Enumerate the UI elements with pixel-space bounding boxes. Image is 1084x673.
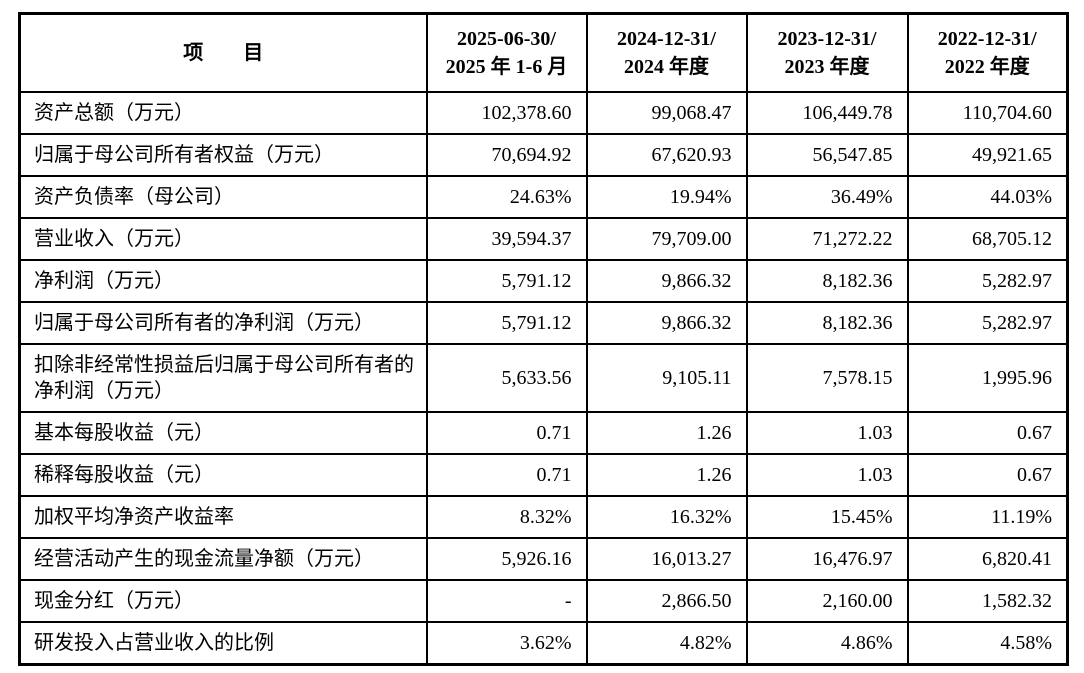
header-period-date: 2022-12-31/	[937, 28, 1037, 50]
cell-value: 99,068.47	[585, 91, 748, 135]
cell-value: 79,709.00	[585, 217, 748, 261]
header-period-2025: 2025-06-30/ 2025 年 1-6 月	[425, 12, 588, 93]
header-period-range: 2022 年度	[944, 56, 1030, 78]
cell-value: 0.67	[906, 411, 1069, 455]
row-label: 基本每股收益（元）	[18, 411, 428, 455]
table-row: 扣除非经常性损益后归属于母公司所有者的净利润（万元） 5,633.56 9,105.…	[18, 343, 1069, 413]
table-row: 营业收入（万元） 39,594.37 79,709.00 71,272.22 68,70…	[18, 217, 1069, 261]
table-row: 净利润（万元） 5,791.12 9,866.32 8,182.36 5,282.97	[18, 259, 1069, 303]
cell-value: 5,791.12	[425, 301, 588, 345]
row-label: 资产负债率（母公司）	[18, 175, 428, 219]
table-row: 资产总额（万元） 102,378.60 99,068.47 106,449.78 110…	[18, 91, 1069, 135]
header-period-range: 2024 年度	[624, 56, 709, 78]
cell-value: 8,182.36	[745, 259, 909, 303]
row-label: 研发投入占营业收入的比例	[18, 621, 428, 666]
cell-value: 68,705.12	[906, 217, 1069, 261]
cell-value: 5,633.56	[425, 343, 588, 413]
cell-value: 11.19%	[906, 495, 1069, 539]
cell-value: 1.26	[585, 411, 748, 455]
header-period-date: 2025-06-30/	[457, 28, 556, 50]
cell-value: 19.94%	[585, 175, 748, 219]
cell-value: 2,160.00	[745, 579, 909, 623]
table-body: 资产总额（万元） 102,378.60 99,068.47 106,449.78 110…	[18, 91, 1069, 666]
cell-value: 2,866.50	[585, 579, 748, 623]
cell-value: 1,995.96	[906, 343, 1069, 413]
cell-value: 9,105.11	[585, 343, 748, 413]
table-row: 加权平均净资产收益率 8.32% 16.32% 15.45% 11.19%	[18, 495, 1069, 539]
cell-value: 9,866.32	[585, 259, 748, 303]
table-row: 归属于母公司所有者权益（万元） 70,694.92 67,620.93 56,547.…	[18, 133, 1069, 177]
cell-value: 1.03	[745, 411, 909, 455]
cell-value: -	[425, 579, 588, 623]
cell-value: 56,547.85	[745, 133, 909, 177]
row-label: 营业收入（万元）	[18, 217, 428, 261]
cell-value: 0.67	[906, 453, 1069, 497]
cell-value: 4.86%	[745, 621, 909, 666]
cell-value: 49,921.65	[906, 133, 1069, 177]
cell-value: 39,594.37	[425, 217, 588, 261]
cell-value: 36.49%	[745, 175, 909, 219]
table-row: 现金分红（万元） -2,866.50 2,160.00 1,582.32	[18, 579, 1069, 623]
table-row: 稀释每股收益（元） 0.71 1.26 1.03 0.67	[18, 453, 1069, 497]
row-label: 稀释每股收益（元）	[18, 453, 428, 497]
cell-value: 5,282.97	[906, 259, 1069, 303]
header-item-label: 项 目	[18, 12, 428, 93]
header-period-range: 2023 年度	[784, 56, 870, 78]
header-period-range: 2025 年 1-6 月	[445, 56, 568, 78]
row-label: 净利润（万元）	[18, 259, 428, 303]
table-row: 基本每股收益（元） 0.71 1.26 1.03 0.67	[18, 411, 1069, 455]
cell-value: 3.62%	[425, 621, 588, 666]
header-period-2023: 2023-12-31/ 2023 年度	[745, 12, 909, 93]
cell-value: 15.45%	[745, 495, 909, 539]
table-row: 资产负债率（母公司） 24.63% 19.94% 36.49% 44.03%	[18, 175, 1069, 219]
header-period-date: 2023-12-31/	[777, 28, 877, 50]
cell-value: 16,013.27	[585, 537, 748, 581]
cell-value: 5,791.12	[425, 259, 588, 303]
row-label: 归属于母公司所有者权益（万元）	[18, 133, 428, 177]
cell-value: 4.58%	[906, 621, 1069, 666]
cell-value: 4.82%	[585, 621, 748, 666]
cell-value: 6,820.41	[906, 537, 1069, 581]
table-header-row: 项 目 2025-06-30/ 2025 年 1-6 月 2024-12-31/…	[18, 12, 1069, 93]
cell-value: 106,449.78	[745, 91, 909, 135]
row-label: 现金分红（万元）	[18, 579, 428, 623]
cell-value: 1.26	[585, 453, 748, 497]
cell-value: 7,578.15	[745, 343, 909, 413]
cell-value: 5,926.16	[425, 537, 588, 581]
cell-value: 16.32%	[585, 495, 748, 539]
cell-value: 8,182.36	[745, 301, 909, 345]
cell-value: 0.71	[425, 453, 588, 497]
cell-value: 16,476.97	[745, 537, 909, 581]
row-label: 加权平均净资产收益率	[18, 495, 428, 539]
cell-value: 0.71	[425, 411, 588, 455]
cell-value: 1.03	[745, 453, 909, 497]
row-label: 扣除非经常性损益后归属于母公司所有者的净利润（万元）	[18, 343, 428, 413]
cell-value: 9,866.32	[585, 301, 748, 345]
financial-summary-table: 项 目 2025-06-30/ 2025 年 1-6 月 2024-12-31/…	[18, 12, 1069, 666]
header-period-date: 2024-12-31/	[617, 28, 716, 50]
cell-value: 71,272.22	[745, 217, 909, 261]
row-label: 经营活动产生的现金流量净额（万元）	[18, 537, 428, 581]
header-period-2022: 2022-12-31/ 2022 年度	[906, 12, 1069, 93]
cell-value: 24.63%	[425, 175, 588, 219]
cell-value: 1,582.32	[906, 579, 1069, 623]
cell-value: 44.03%	[906, 175, 1069, 219]
cell-value: 8.32%	[425, 495, 588, 539]
table-row: 研发投入占营业收入的比例 3.62% 4.82% 4.86% 4.58%	[18, 621, 1069, 666]
row-label: 归属于母公司所有者的净利润（万元）	[18, 301, 428, 345]
row-label: 资产总额（万元）	[18, 91, 428, 135]
cell-value: 110,704.60	[906, 91, 1069, 135]
cell-value: 102,378.60	[425, 91, 588, 135]
header-period-2024: 2024-12-31/ 2024 年度	[585, 12, 748, 93]
table-row: 经营活动产生的现金流量净额（万元） 5,926.16 16,013.27 16,476…	[18, 537, 1069, 581]
cell-value: 5,282.97	[906, 301, 1069, 345]
cell-value: 70,694.92	[425, 133, 588, 177]
cell-value: 67,620.93	[585, 133, 748, 177]
table-row: 归属于母公司所有者的净利润（万元） 5,791.12 9,866.32 8,182.3…	[18, 301, 1069, 345]
